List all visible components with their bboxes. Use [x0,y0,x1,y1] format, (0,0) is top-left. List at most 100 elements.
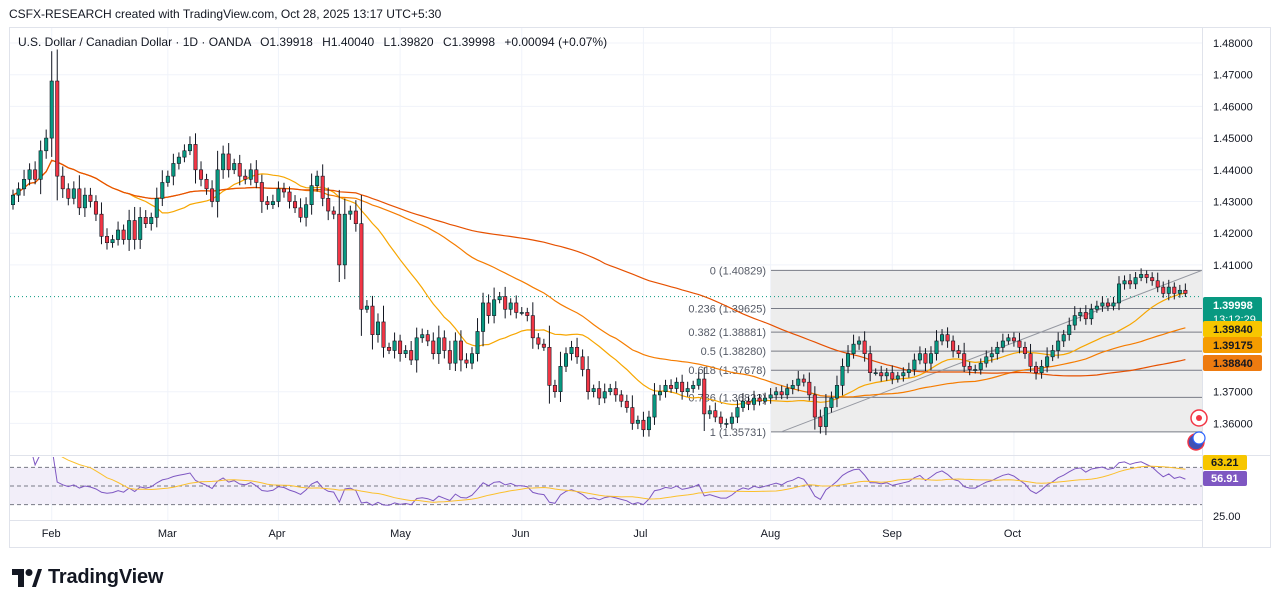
candle-body[interactable] [884,372,889,377]
candle-body[interactable] [635,419,640,424]
price-badge[interactable] [1203,337,1262,353]
candle-body[interactable] [901,372,906,377]
candle-body[interactable] [613,388,618,396]
candle-body[interactable] [138,217,143,240]
candle-body[interactable] [1000,340,1005,348]
candle-body[interactable] [796,378,801,386]
candle-body[interactable] [110,239,115,244]
candle-body[interactable] [221,153,226,171]
candle-body[interactable] [1056,340,1061,351]
candle-body[interactable] [691,385,696,389]
candle-body[interactable] [16,188,21,196]
candle-body[interactable] [276,188,281,202]
candle-body[interactable] [1166,286,1171,294]
candle-body[interactable] [1022,347,1027,354]
candle-body[interactable] [187,144,192,152]
candle-body[interactable] [785,388,790,396]
candle-body[interactable] [143,217,148,224]
candle-body[interactable] [923,353,928,364]
candle-body[interactable] [580,356,585,370]
candle-body[interactable] [497,296,502,301]
candle-body[interactable] [1094,305,1099,310]
ma-100-line[interactable] [12,159,1186,377]
candle-body[interactable] [287,191,292,202]
candle-body[interactable] [88,194,93,202]
candle-body[interactable] [254,169,259,183]
candle-body[interactable] [1183,289,1188,294]
candle-body[interactable] [928,353,933,364]
candle-body[interactable] [906,369,911,373]
candle-body[interactable] [1105,302,1110,307]
candle-body[interactable] [1144,274,1149,278]
candle-body[interactable] [1006,337,1011,342]
candle-body[interactable] [984,356,989,364]
candle-body[interactable] [392,340,397,351]
candle-body[interactable] [989,353,994,358]
candle-body[interactable] [370,305,375,335]
candle-body[interactable] [707,410,712,415]
candle-body[interactable] [27,169,32,180]
candle-body[interactable] [740,400,745,408]
candle-body[interactable] [199,169,204,180]
candle-body[interactable] [912,359,917,370]
candle-body[interactable] [176,156,181,164]
rsi-line[interactable] [19,444,1186,506]
candle-body[interactable] [127,220,132,240]
candle-body[interactable] [453,340,458,364]
candle-body[interactable] [132,220,137,240]
candle-body[interactable] [93,201,98,215]
candle-body[interactable] [757,397,762,402]
candle-body[interactable] [1045,356,1050,367]
candle-body[interactable] [149,217,154,224]
candle-body[interactable] [685,388,690,392]
candle-body[interactable] [879,372,884,377]
candle-body[interactable] [375,321,380,335]
candle-body[interactable] [1050,350,1055,358]
candle-body[interactable] [304,204,309,218]
candle-body[interactable] [1117,283,1122,304]
candle-body[interactable] [591,388,596,392]
candle-body[interactable] [597,388,602,399]
candle-body[interactable] [569,347,574,354]
candle-body[interactable] [447,350,452,364]
candle-body[interactable] [1089,308,1094,320]
candle-body[interactable] [763,397,768,402]
candle-body[interactable] [409,350,414,361]
candle-body[interactable] [387,347,392,351]
candle-body[interactable] [1133,277,1138,285]
candle-body[interactable] [536,337,541,345]
candle-body[interactable] [1017,340,1022,348]
candle-body[interactable] [530,315,535,339]
candle-body[interactable] [917,353,922,361]
candle-body[interactable] [11,194,16,205]
candle-body[interactable] [77,188,82,209]
candle-body[interactable] [403,350,408,354]
candle-body[interactable] [1067,324,1072,335]
candle-body[interactable] [481,302,486,332]
candle-body[interactable] [774,391,779,396]
candle-body[interactable] [431,340,436,354]
candle-body[interactable] [724,423,729,425]
ma-20-line[interactable] [12,159,1186,406]
candle-body[interactable] [558,366,563,392]
candle-body[interactable] [823,407,828,427]
candle-body[interactable] [951,340,956,351]
candle-body[interactable] [552,385,557,392]
candle-body[interactable] [436,337,441,354]
globe-flag-icon[interactable] [1192,431,1206,445]
candle-body[interactable] [1072,315,1077,326]
candle-body[interactable] [1150,277,1155,282]
candle-body[interactable] [995,347,1000,354]
candle-body[interactable] [779,391,784,396]
candle-body[interactable] [243,175,248,180]
candle-body[interactable] [105,236,110,244]
candle-body[interactable] [337,213,342,266]
candle-body[interactable] [265,201,270,205]
candle-body[interactable] [1100,302,1105,307]
candle-body[interactable] [729,416,734,424]
candle-body[interactable] [575,347,580,358]
candle-body[interactable] [868,353,873,373]
candle-body[interactable] [1078,312,1083,316]
candle-body[interactable] [652,394,657,418]
